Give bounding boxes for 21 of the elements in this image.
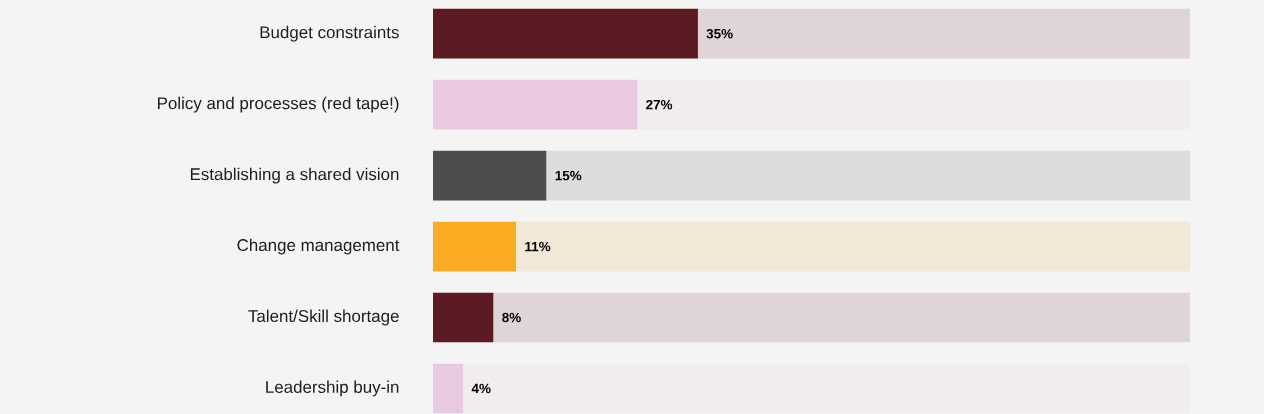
y-tick-label: Budget constraints bbox=[260, 25, 399, 42]
data-label: 35% bbox=[706, 28, 733, 39]
bar bbox=[433, 363, 464, 414]
data-label: 15% bbox=[555, 170, 582, 181]
bar bbox=[516, 221, 1191, 272]
bar bbox=[433, 8, 698, 59]
bar bbox=[433, 221, 517, 272]
y-tick-label: Policy and processes (red tape!) bbox=[158, 96, 399, 113]
y-tick-label: Talent/Skill shortage bbox=[248, 309, 399, 326]
y-tick-label: Change management bbox=[237, 238, 400, 255]
data-label: 11% bbox=[525, 241, 551, 252]
bar bbox=[697, 8, 1191, 59]
bar bbox=[433, 150, 547, 201]
bar bbox=[546, 150, 1191, 201]
y-tick-label: Leadership buy-in bbox=[266, 380, 399, 397]
bar bbox=[493, 292, 1191, 343]
data-label: 27% bbox=[646, 99, 673, 110]
y-tick-label: Establishing a shared vision bbox=[190, 167, 399, 184]
bar bbox=[433, 292, 494, 343]
data-label: 8% bbox=[502, 312, 521, 323]
data-label: 4% bbox=[471, 383, 491, 394]
